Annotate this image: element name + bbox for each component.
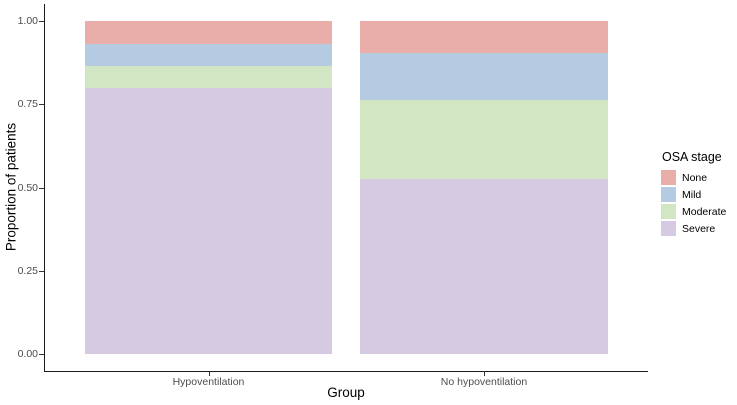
y-tick-label: 1.00 <box>17 15 38 27</box>
legend-item-moderate: Moderate <box>661 204 726 219</box>
y-tick-mark <box>39 354 44 355</box>
y-tick-mark <box>39 187 44 189</box>
x-tick-mark <box>208 371 210 376</box>
x-tick-label-hypoventilation: Hypoventilation <box>172 376 245 388</box>
legend-swatch-none <box>661 170 676 185</box>
y-tick-label: 0.50 <box>17 181 38 194</box>
bar-segment-no-hypoventilation-moderate <box>360 100 608 180</box>
bar-hypoventilation <box>85 21 332 354</box>
legend-item-none: None <box>661 170 707 185</box>
bar-segment-hypoventilation-moderate <box>85 65 332 88</box>
legend-label-severe: Severe <box>682 222 716 235</box>
legend-item-severe: Severe <box>661 221 715 236</box>
legend-item-mild: Mild <box>661 187 701 202</box>
legend-swatch-mild <box>661 187 676 202</box>
y-tick-mark <box>39 21 44 22</box>
legend-title: OSA stage <box>662 150 722 164</box>
bar-segment-no-hypoventilation-mild <box>360 52 608 101</box>
y-tick-label: 0.25 <box>17 264 38 277</box>
x-tick-mark <box>484 371 485 376</box>
bar-segment-no-hypoventilation-none <box>360 21 608 53</box>
legend-label-mild: Mild <box>682 188 702 201</box>
y-tick-label: 0.00 <box>17 348 38 360</box>
bar-segment-hypoventilation-severe <box>85 87 332 354</box>
bar-segment-no-hypoventilation-severe <box>360 179 608 354</box>
x-axis-line <box>44 371 648 372</box>
bar-segment-hypoventilation-none <box>85 21 332 44</box>
legend: OSA stage <box>661 150 722 172</box>
y-tick-mark <box>39 270 44 272</box>
bar-no-hypoventilation <box>360 21 608 354</box>
bar-segment-hypoventilation-mild <box>85 43 332 66</box>
x-tick-label-no-hypoventilation: No hypoventilation <box>440 376 528 388</box>
legend-label-none: None <box>682 171 708 184</box>
legend-swatch-severe <box>661 221 676 236</box>
y-tick-label: 0.75 <box>17 98 38 111</box>
y-tick-mark <box>39 104 44 106</box>
legend-swatch-moderate <box>661 204 676 219</box>
y-axis-line <box>44 4 45 371</box>
legend-label-moderate: Moderate <box>682 205 727 218</box>
x-axis-title: Group <box>327 385 365 400</box>
